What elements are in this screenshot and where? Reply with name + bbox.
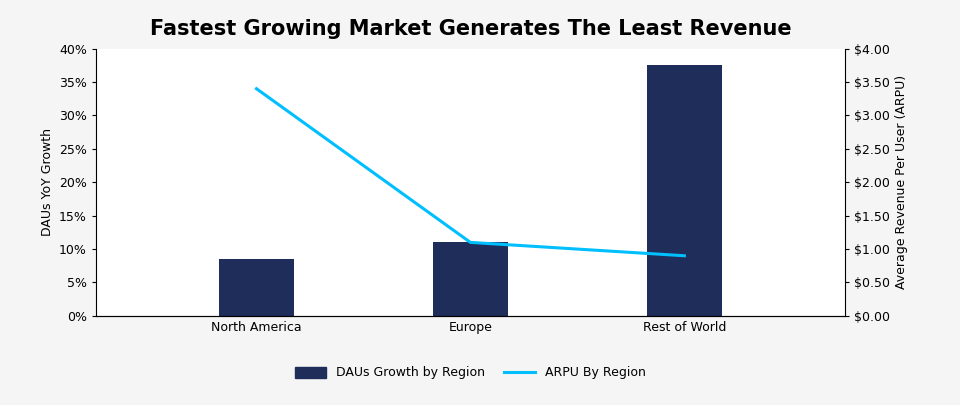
Y-axis label: DAUs YoY Growth: DAUs YoY Growth xyxy=(40,128,54,236)
Y-axis label: Average Revenue Per User (ARPU): Average Revenue Per User (ARPU) xyxy=(896,75,908,289)
ARPU By Region xyxy=(679,254,690,258)
Line: ARPU By Region: ARPU By Region xyxy=(256,89,684,256)
ARPU By Region xyxy=(465,240,476,245)
Title: Fastest Growing Market Generates The Least Revenue: Fastest Growing Market Generates The Lea… xyxy=(150,19,791,39)
Legend: DAUs Growth by Region, ARPU By Region: DAUs Growth by Region, ARPU By Region xyxy=(290,362,651,384)
Bar xyxy=(433,242,508,316)
Bar xyxy=(647,65,722,316)
Bar xyxy=(219,259,294,316)
ARPU By Region xyxy=(251,86,262,91)
